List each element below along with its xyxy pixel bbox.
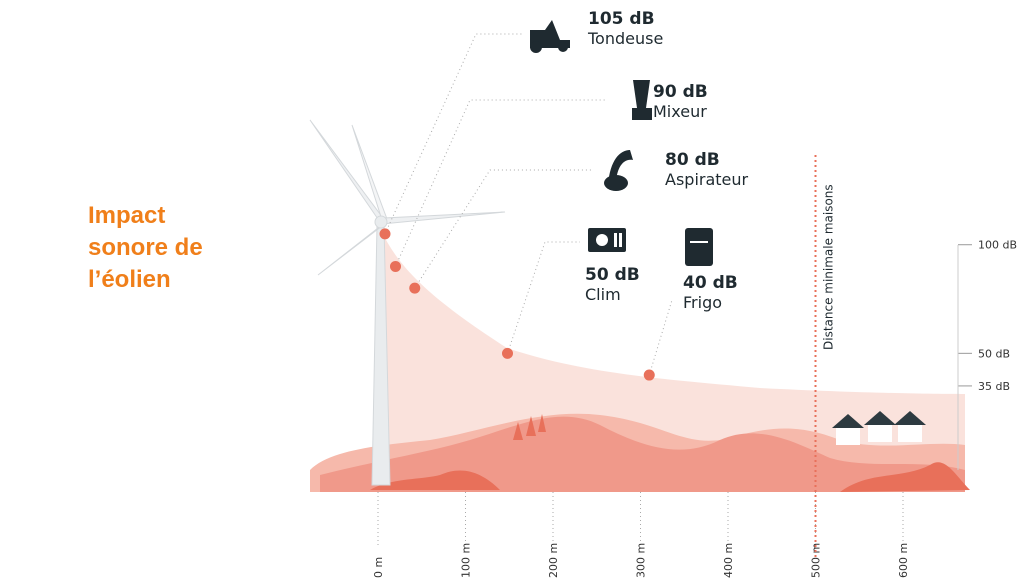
category-label: Aspirateur [665,170,749,189]
y-tick-label: 35 dB [978,380,1010,393]
x-tick-label: 200 m [547,543,560,578]
x-tick-label: 0 m [372,557,385,578]
data-point [380,228,391,239]
x-tick-label: 500 m [810,543,823,578]
y-tick-label: 50 dB [978,347,1010,360]
x-tick-label: 100 m [460,543,473,578]
category-label: Mixeur [653,102,707,121]
leader-line [396,100,606,266]
annotation-label: Distance minimale maisons [822,184,836,350]
houses [832,411,926,445]
y-tick-label: 100 dB [978,239,1017,252]
x-tick-label: 300 m [635,543,648,578]
category-label: Frigo [683,293,722,312]
leader-line [508,242,581,353]
category-label: Tondeuse [587,29,663,48]
data-point [644,370,655,381]
leader-line [649,300,672,375]
value-label: 105 dB [588,9,655,29]
icons [530,20,713,266]
data-point [409,283,420,294]
leader-line [385,34,522,234]
chart: 35 dB 50 dB 100 dB 0 m 100 m 200 m 300 m 400 m 5… [0,0,1026,578]
x-tick-label: 600 m [897,543,910,578]
category-label: Clim [585,285,621,304]
data-point [502,348,513,359]
value-label: 80 dB [665,150,720,170]
leader-line [415,170,592,288]
value-label: 40 dB [683,273,738,293]
data-point [390,261,401,272]
value-label: 50 dB [585,265,640,285]
value-label: 90 dB [653,82,708,102]
x-tick-label: 400 m [722,543,735,578]
